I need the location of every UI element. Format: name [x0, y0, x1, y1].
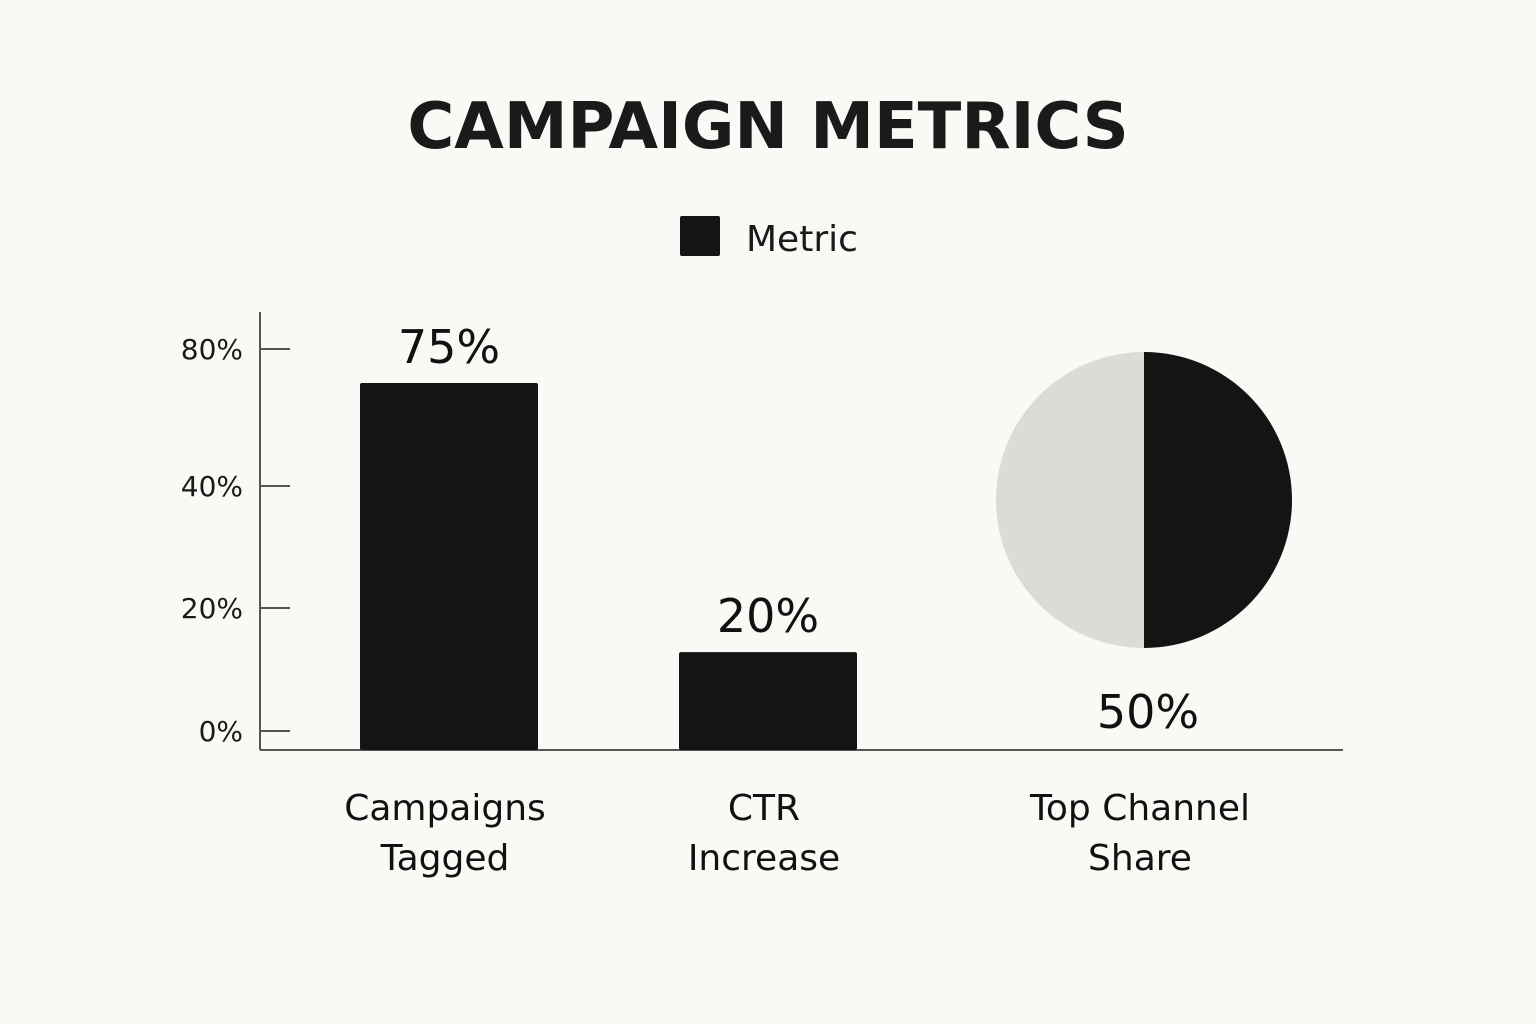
bar	[679, 652, 857, 750]
legend: Metric	[680, 216, 858, 260]
chart-title: CAMPAIGN METRICS	[407, 90, 1128, 164]
chart-marks: 75% 20% 50%	[360, 320, 1292, 750]
y-tick-label: 40%	[181, 470, 243, 503]
category-labels: Campaigns Tagged CTR Increase Top Channel Sha…	[344, 788, 1250, 879]
data-label: 20%	[717, 589, 819, 643]
y-axis-ticks: 0% 20% 40% 80%	[181, 333, 290, 748]
y-tick-label: 0%	[199, 715, 243, 748]
x-tick-label: Increase	[688, 838, 840, 879]
y-tick-label: 80%	[181, 333, 243, 366]
x-tick-label: Tagged	[380, 838, 510, 879]
x-tick-label: CTR	[728, 788, 800, 829]
y-tick-label: 20%	[181, 592, 243, 625]
x-tick-label: Campaigns	[344, 788, 546, 829]
data-label: 50%	[1097, 685, 1199, 739]
pie-slice-value	[1144, 352, 1292, 648]
data-label: 75%	[398, 320, 500, 374]
legend-label: Metric	[746, 219, 858, 260]
x-tick-label: Top Channel	[1029, 788, 1250, 829]
legend-swatch	[680, 216, 720, 256]
x-tick-label: Share	[1088, 838, 1192, 879]
bar	[360, 383, 538, 750]
